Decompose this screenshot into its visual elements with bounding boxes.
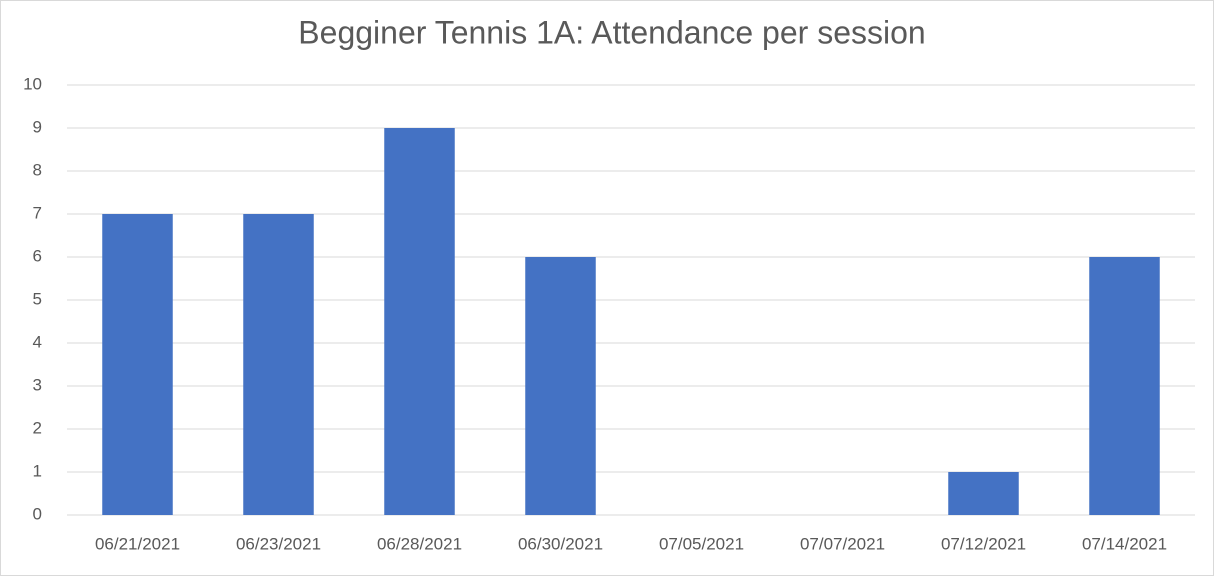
y-tick-label: 9 [33, 117, 42, 136]
x-tick-label: 07/12/2021 [941, 534, 1026, 553]
x-tick-label: 06/21/2021 [95, 534, 180, 553]
x-tick-label: 06/30/2021 [518, 534, 603, 553]
bar [243, 214, 314, 515]
x-tick-label: 06/28/2021 [377, 534, 462, 553]
x-tick-label: 07/14/2021 [1082, 534, 1167, 553]
y-tick-label: 8 [33, 160, 42, 179]
y-tick-label: 7 [33, 203, 42, 222]
y-tick-label: 4 [33, 332, 42, 351]
bar [384, 128, 455, 515]
y-tick-label: 2 [33, 418, 42, 437]
y-tick-label: 10 [23, 74, 42, 93]
y-tick-label: 6 [33, 246, 42, 265]
x-tick-label: 07/05/2021 [659, 534, 744, 553]
y-tick-label: 1 [33, 461, 42, 480]
y-tick-label: 3 [33, 375, 42, 394]
y-tick-label: 0 [33, 504, 42, 523]
bar [1089, 257, 1160, 515]
x-tick-label: 06/23/2021 [236, 534, 321, 553]
bar [525, 257, 596, 515]
chart-title: Begginer Tennis 1A: Attendance per sessi… [298, 14, 925, 50]
bar [948, 472, 1019, 515]
y-tick-label: 5 [33, 289, 42, 308]
x-tick-label: 07/07/2021 [800, 534, 885, 553]
bar [102, 214, 173, 515]
